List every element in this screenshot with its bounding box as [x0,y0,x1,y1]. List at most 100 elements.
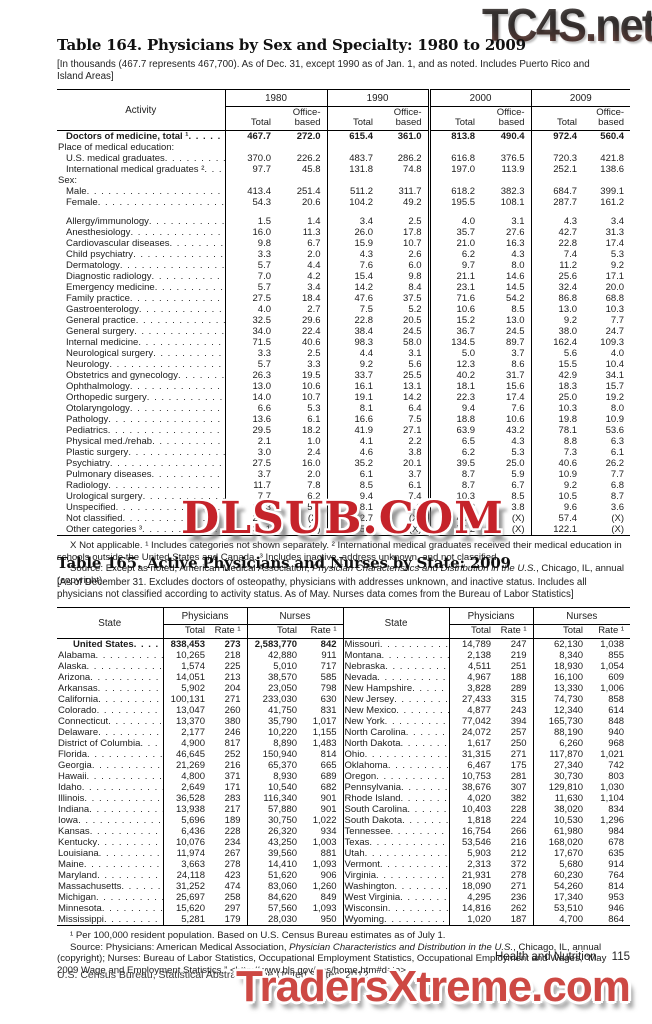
value-cell: 742 [608,760,625,771]
header-row-subcolumns: Total Office-based Total Office-based Total O… [57,106,631,131]
subcolumn-header: Office-based [379,106,430,131]
value-cell: 15.4 [326,271,380,282]
value-cell: 57.4 [530,513,584,524]
value-cell: 3.0 [224,447,277,458]
value-cell: 838,453 [162,638,211,650]
table-164-title: Table 164. Physicians by Sex and Special… [57,36,526,54]
row-label: New Mexico [344,705,397,716]
row-label-cell: South Dakota [342,815,450,826]
row-label-cell: Maine [57,859,163,870]
value-cell: 483.7 [326,153,380,164]
value-cell: 18,930 [532,661,590,672]
value-cell: 382 [510,793,527,804]
value-cell: 60,230 [532,870,590,881]
row-label-cell: Anesthesiology [57,227,225,238]
value-cell: 4.0 [427,216,482,227]
value-cell: 635 [608,848,625,859]
subcolumn-header: Rate ¹ [303,624,344,639]
value-cell: 43.2 [506,425,525,436]
value-cell: 764 [608,870,625,881]
row-label-cell: Georgia [57,760,163,771]
activity-column-header: Activity [57,89,225,131]
value-cell: 195.5 [427,197,482,208]
value-cell: 4,900 [162,738,211,749]
row-label-cell: District of Columbia [57,738,163,749]
value-cell: 20.6 [224,513,277,524]
value-cell: 2.5 [408,216,422,227]
value-cell: 394 [510,716,527,727]
value-cell: 228 [224,826,241,837]
value-cell: 616.8 [427,153,482,164]
row-label: Family practice [66,293,130,304]
dot-leader [130,403,225,414]
value-cell: 21,269 [162,760,211,771]
dot-leader [204,164,224,175]
row-label: Illinois [58,793,85,804]
table-164-footnote: X Not applicable. ¹ Includes categories … [57,540,622,563]
row-label: Place of medical education: [58,142,175,153]
value-cell: 1.5 [224,216,277,227]
value-cell: 88,190 [532,727,590,738]
dot-leader [139,304,225,315]
value-cell: (X) [307,524,321,535]
value-cell [326,208,380,216]
value-cell: 77,042 [448,716,498,727]
value-cell: 684.7 [530,186,584,197]
value-cell: 38.4 [326,326,380,337]
value-cell: 18.2 [302,425,321,436]
row-label: Kentucky [58,837,98,848]
row-label: Minnesota [58,903,102,914]
value-cell [326,175,380,186]
value-cell: 12,340 [532,705,590,716]
value-cell: 4,967 [448,672,498,683]
value-cell: 20.0 [605,282,625,293]
value-cell: 33.7 [326,370,380,381]
value-cell: 1,030 [600,782,625,793]
value-cell: 97.7 [224,164,277,175]
row-label-cell: Kansas [57,826,163,837]
row-label-cell: Wisconsin [342,903,450,914]
dot-leader [188,131,224,142]
table-165-bracket-note: [As of December 31. Excludes doctors of … [57,577,587,600]
value-cell: 42,880 [246,650,304,661]
value-cell: 24,072 [448,727,498,738]
value-cell: 14.0 [224,392,277,403]
dot-leader [365,848,449,859]
row-label: California [58,694,99,705]
value-cell: 251.4 [296,186,321,197]
row-label: Orthopedic surgery [66,392,147,403]
value-cell: 297 [224,903,241,914]
row-label-cell: Iowa [57,815,163,826]
value-cell: 4.0 [224,304,277,315]
dot-leader [380,859,449,870]
value-cell: 13,047 [162,705,211,716]
value-cell: 4.3 [511,249,525,260]
value-cell: 842 [320,639,337,650]
row-label: Dermatology [66,260,120,271]
row-label-cell: Indiana [57,804,163,815]
value-cell: (X) [408,513,422,524]
row-label: Utah [344,848,365,859]
table-164-footnotes: X Not applicable. ¹ Includes categories … [57,540,630,586]
dot-leader [382,650,449,661]
dot-leader [108,425,225,436]
row-label: Maryland [58,870,98,881]
value-cell: 34.0 [224,326,277,337]
value-cell: 15.9 [326,238,380,249]
value-cell: 13.0 [506,315,525,326]
row-label: Neurological surgery [66,348,154,359]
value-cell: 6.7 [307,238,321,249]
row-label-cell: Utah [342,848,450,859]
value-cell: 901 [320,804,337,815]
value-cell: 10,220 [246,727,304,738]
value-cell: 247 [510,639,527,650]
value-cell: 258 [224,892,241,903]
table-row: Female 54.3 20.6 104.2 49.2 195.5 108.1 287.7 16… [57,197,630,208]
value-cell: 271 [510,749,527,760]
row-label: Mississippi [58,914,104,925]
value-cell: 6.4 [408,403,422,414]
dot-leader [384,914,448,925]
value-cell [530,142,584,153]
dot-leader [388,760,449,771]
row-label: Nebraska [344,661,386,672]
